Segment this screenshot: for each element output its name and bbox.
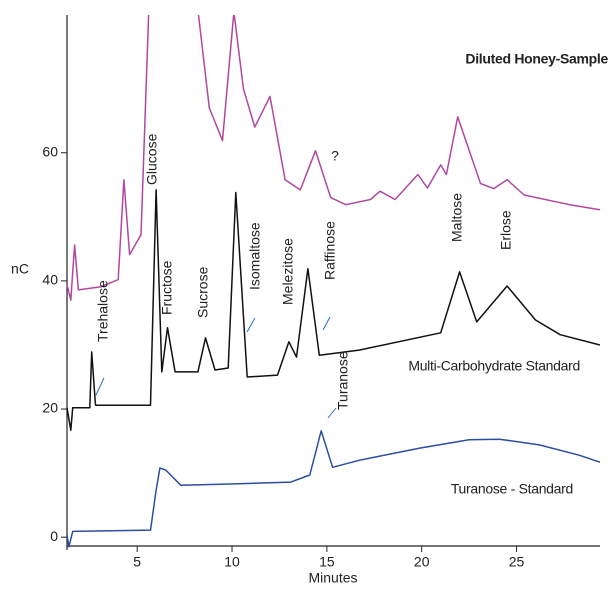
- peak-label: Trehalose: [95, 280, 111, 342]
- y-tick-label: 0: [50, 528, 58, 544]
- series-label: Diluted Honey-Sample: [465, 51, 608, 67]
- peak-label: Erlose: [498, 210, 514, 250]
- peak-label: Maltose: [449, 193, 465, 242]
- series-line: [66, 430, 601, 548]
- peak-label: Melezitose: [280, 238, 296, 305]
- peak-label: Turanose: [335, 351, 351, 410]
- x-tick-label: 10: [224, 554, 240, 570]
- x-tick-label: 25: [509, 554, 525, 570]
- leader-line: [327, 407, 337, 419]
- peak-label: Fructose: [159, 260, 175, 315]
- series-label: Turanose - Standard: [451, 481, 573, 497]
- x-tick-label: 20: [414, 554, 430, 570]
- y-tick-label: 40: [42, 272, 58, 288]
- x-axis-label: Minutes: [308, 570, 357, 586]
- series-line: [66, 15, 601, 301]
- leader-line: [95, 377, 105, 396]
- x-tick-label: 15: [319, 554, 335, 570]
- y-axis-label: nC: [11, 261, 29, 277]
- leader-line: [322, 316, 331, 331]
- peak-label: Isomaltose: [247, 222, 263, 290]
- x-tick-label: 5: [133, 554, 141, 570]
- peak-label: Raffinose: [322, 221, 338, 280]
- peak-label: ?: [331, 148, 339, 164]
- leader-line: [246, 317, 256, 333]
- series-label: Multi-Carbohydrate Standard: [408, 358, 580, 374]
- plot-area: [66, 15, 601, 548]
- peak-label: Sucrose: [195, 266, 211, 318]
- y-tick-label: 20: [42, 400, 58, 416]
- y-tick-label: 60: [42, 143, 58, 159]
- series-line: [66, 189, 601, 431]
- peak-label: Glucose: [144, 133, 160, 185]
